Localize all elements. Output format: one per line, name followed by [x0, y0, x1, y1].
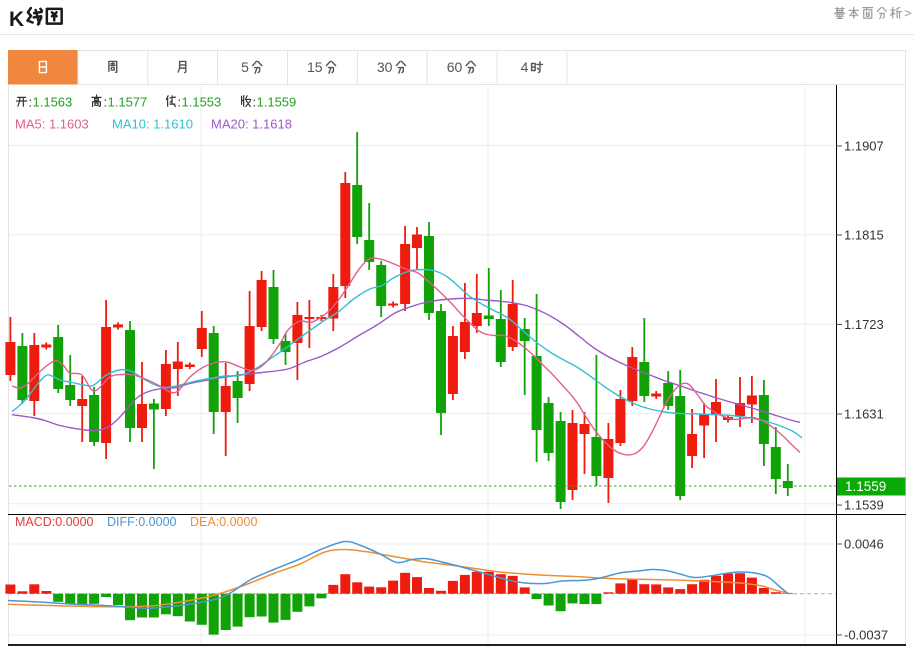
svg-text:1.1553: 1.1553: [182, 95, 222, 110]
svg-text:60: 60: [447, 59, 463, 75]
svg-text:MA10: 1.1610: MA10: 1.1610: [112, 117, 193, 132]
svg-text:15: 15: [307, 59, 323, 75]
svg-text:1.1577: 1.1577: [108, 95, 148, 110]
svg-text::: :: [178, 95, 182, 110]
svg-text:MA5: 1.1603: MA5: 1.1603: [15, 117, 89, 132]
svg-text:1.1563: 1.1563: [33, 95, 73, 110]
svg-text:MA20: 1.1618: MA20: 1.1618: [211, 117, 292, 132]
svg-text:1.1723: 1.1723: [844, 317, 884, 332]
svg-text::: :: [253, 95, 257, 110]
svg-text:1.1559: 1.1559: [845, 479, 886, 494]
svg-text:30: 30: [377, 59, 393, 75]
svg-text:5: 5: [241, 59, 249, 75]
svg-text::: :: [29, 95, 33, 110]
svg-text:>: >: [904, 6, 912, 21]
svg-text:DEA:0.0000: DEA:0.0000: [190, 515, 257, 529]
svg-text:1.1559: 1.1559: [257, 95, 297, 110]
svg-text:1.1907: 1.1907: [844, 139, 884, 154]
svg-text:DIFF:0.0000: DIFF:0.0000: [107, 515, 177, 529]
svg-text:1.1539: 1.1539: [844, 498, 884, 513]
svg-text:0.0046: 0.0046: [844, 537, 884, 552]
svg-text:1.1631: 1.1631: [844, 407, 884, 422]
svg-text:-0.0037: -0.0037: [844, 628, 888, 643]
svg-text:4: 4: [521, 59, 529, 75]
svg-text:K: K: [9, 8, 24, 31]
svg-text::: :: [104, 95, 108, 110]
svg-text:1.1815: 1.1815: [844, 228, 884, 243]
svg-text:MACD:0.0000: MACD:0.0000: [15, 515, 94, 529]
